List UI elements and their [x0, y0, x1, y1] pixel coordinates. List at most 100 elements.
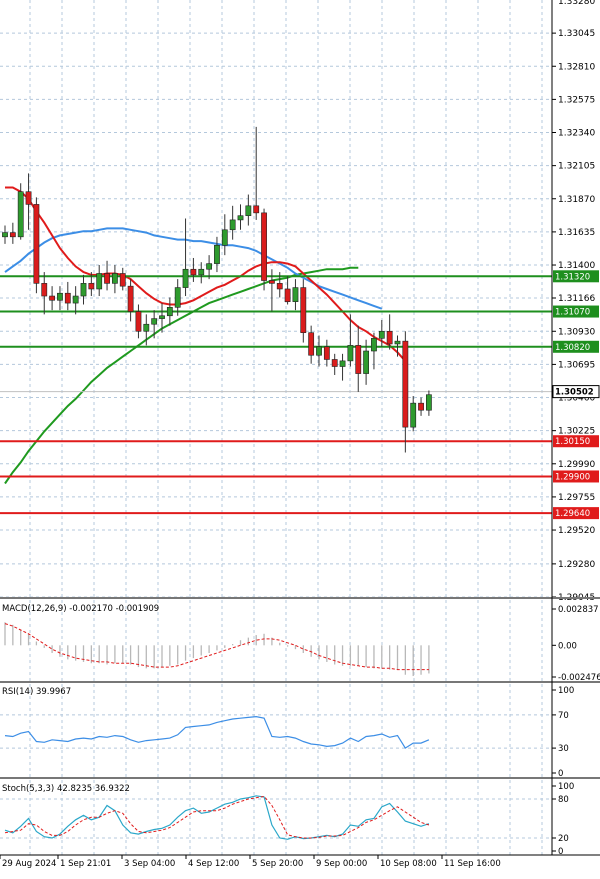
candle-bull: [245, 205, 252, 216]
price-axis-label: 1.30695: [558, 360, 595, 370]
candle-bull: [151, 318, 158, 325]
candle-bear: [119, 273, 126, 287]
macd-signal-line: [4, 623, 429, 671]
candle-bear: [33, 204, 40, 284]
level-label-box: [553, 305, 599, 318]
candle-bull: [237, 215, 244, 221]
candle-bull: [198, 268, 205, 276]
candle-bear: [41, 283, 48, 297]
candle-bear: [104, 273, 110, 284]
candle-bull: [378, 330, 385, 339]
stoch-axis-label: 0: [558, 847, 563, 857]
time-axis-label: 10 Sep 08:00: [380, 859, 437, 869]
rsi-axis-label: 0: [558, 769, 563, 779]
stoch-label: Stoch(5,3,3) 42.8235 36.9322: [2, 784, 130, 794]
macd-panel: MACD(12,26,9) -0.002170 -0.001909 0.00283…: [2, 604, 600, 683]
candle-bear: [323, 346, 330, 360]
stoch-k-line: [4, 795, 430, 840]
level-label: 1.30820: [555, 343, 590, 353]
time-axis-label: 3 Sep 04:00: [124, 859, 175, 869]
rsi-axis-label: 70: [558, 711, 569, 721]
rsi-panel: RSI(14) 39.9967 100 70 30 0: [0, 686, 574, 779]
price-axis-label: 1.32810: [558, 62, 595, 72]
price-axis-label: 1.29280: [558, 560, 595, 570]
candle-bull: [363, 350, 369, 374]
candle-bear: [284, 288, 291, 302]
candle-bear: [25, 191, 32, 205]
candle-bull: [143, 323, 150, 332]
time-axis-label: 1 Sep 21:01: [60, 859, 111, 869]
time-axis-label: 4 Sep 12:00: [188, 859, 239, 869]
candle-bear: [276, 283, 283, 290]
rsi-line: [4, 715, 430, 749]
candle-bull: [425, 394, 432, 411]
candle-bull: [72, 295, 79, 304]
level-label: 1.31320: [555, 272, 590, 282]
level-label: 1.30150: [555, 437, 590, 447]
candle-bull: [112, 273, 118, 284]
level-label: 1.31070: [555, 308, 590, 318]
candle-bear: [64, 292, 71, 304]
candle-bear: [127, 285, 134, 312]
price-axis-label: 1.31870: [558, 195, 595, 205]
candle-bull: [80, 283, 87, 297]
candle-bull: [410, 402, 417, 428]
macd-axis-label: 0.002837: [558, 605, 599, 615]
price-axis-label: 1.32340: [558, 129, 595, 139]
current-price-label: 1.30502: [555, 388, 594, 398]
candle-bull: [174, 287, 181, 308]
rsi-axis-label: 100: [558, 686, 574, 696]
price-axis-label: 1.31166: [558, 294, 595, 304]
price-axis-label: 1.30225: [558, 427, 595, 437]
price-axis-label: 1.29990: [558, 460, 595, 470]
stoch-axis-label: 80: [558, 795, 569, 805]
price-axis-label: 1.32105: [558, 162, 595, 172]
time-axis-label: 29 Aug 2024: [2, 859, 56, 869]
price-axis-label: 1.31400: [558, 261, 595, 271]
candle-bull: [17, 191, 24, 238]
macd-axis-label: 0.00: [558, 641, 577, 651]
price-axis-label: 1.30930: [558, 327, 595, 337]
candle-bull: [206, 263, 212, 270]
time-axis: 29 Aug 2024 1 Sep 21:01 3 Sep 04:00 4 Sep 1…: [0, 855, 501, 869]
candle-bear: [9, 232, 16, 238]
level-label-box: [553, 270, 599, 283]
rsi-axis-label: 30: [558, 744, 569, 754]
candle-bull: [57, 292, 63, 301]
candle-bull: [182, 268, 189, 288]
ma-mid-line: [4, 227, 383, 310]
rsi-label: RSI(14) 39.9967: [2, 687, 71, 697]
candles: [2, 126, 432, 453]
level-label: 1.29640: [555, 509, 590, 519]
level-label-box: [553, 340, 599, 353]
candle-bull: [221, 229, 228, 246]
time-axis-label: 5 Sep 20:00: [252, 859, 303, 869]
candle-bull: [316, 346, 322, 356]
ma-fast-line: [5, 186, 407, 362]
level-label-box: [553, 435, 599, 448]
candle-bear: [261, 212, 267, 281]
stoch-axis-label: 20: [558, 834, 569, 844]
stoch-axis-label: 100: [558, 782, 574, 792]
price-axis-label: 1.33045: [558, 29, 595, 39]
candle-bull: [166, 307, 173, 317]
candle-bull: [214, 244, 220, 264]
time-axis-label: 11 Sep 16:00: [444, 859, 501, 869]
candle-bull: [159, 315, 165, 319]
price-axis-label: 1.31635: [558, 228, 595, 238]
grid-lines: [29, 0, 543, 855]
candle-bear: [253, 205, 260, 214]
macd-axis-label: -0.002476: [558, 673, 600, 683]
candle-bear: [190, 268, 197, 276]
candle-bull: [96, 273, 103, 290]
candle-bull: [2, 232, 8, 238]
candle-bear: [386, 330, 393, 345]
price-axis-label: 1.29520: [558, 526, 595, 536]
candle-bear: [355, 345, 362, 374]
level-label-box: [553, 507, 599, 520]
stoch-panel: Stoch(5,3,3) 42.8235 36.9322 100 80 20 0: [0, 782, 574, 857]
price-axis-label: 1.30460: [558, 394, 595, 404]
candle-bear: [418, 402, 424, 411]
